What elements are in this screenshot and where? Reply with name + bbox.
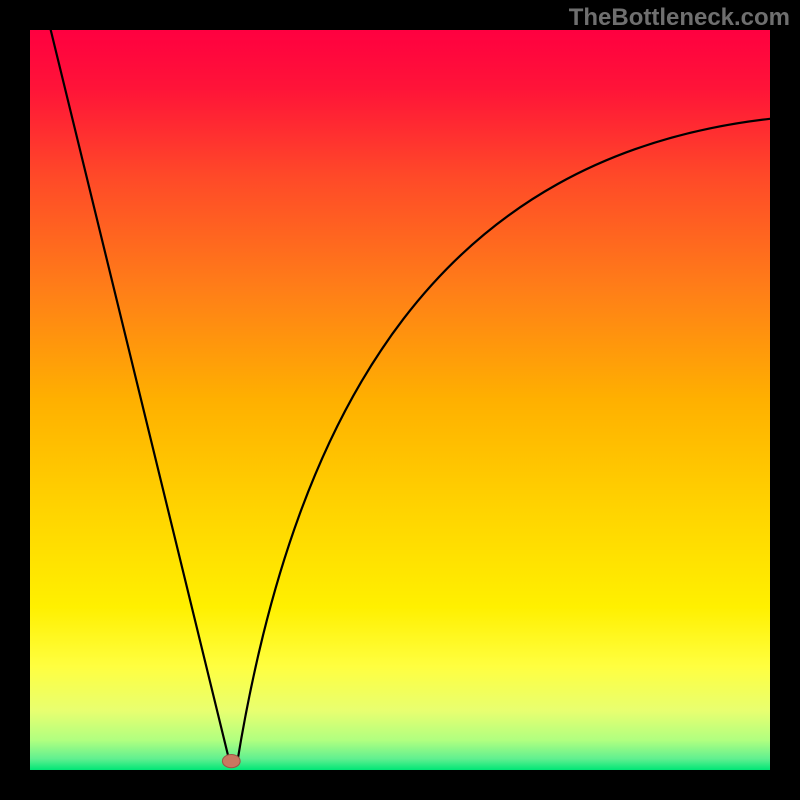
watermark-text: TheBottleneck.com [569,4,790,32]
chart-container: TheBottleneck.com [0,0,800,800]
bottleneck-chart [0,0,800,800]
minimum-marker [222,754,240,767]
